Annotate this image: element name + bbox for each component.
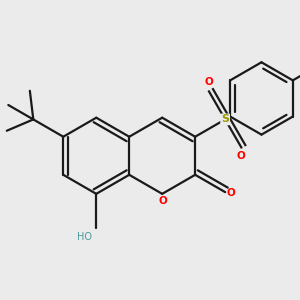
Text: O: O [237,152,246,161]
Text: O: O [227,188,236,198]
Text: HO: HO [76,232,92,242]
Text: O: O [205,77,213,87]
Text: S: S [221,114,229,124]
Text: O: O [159,196,168,206]
